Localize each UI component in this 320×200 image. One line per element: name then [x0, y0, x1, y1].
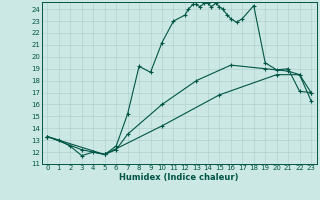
X-axis label: Humidex (Indice chaleur): Humidex (Indice chaleur) — [119, 173, 239, 182]
